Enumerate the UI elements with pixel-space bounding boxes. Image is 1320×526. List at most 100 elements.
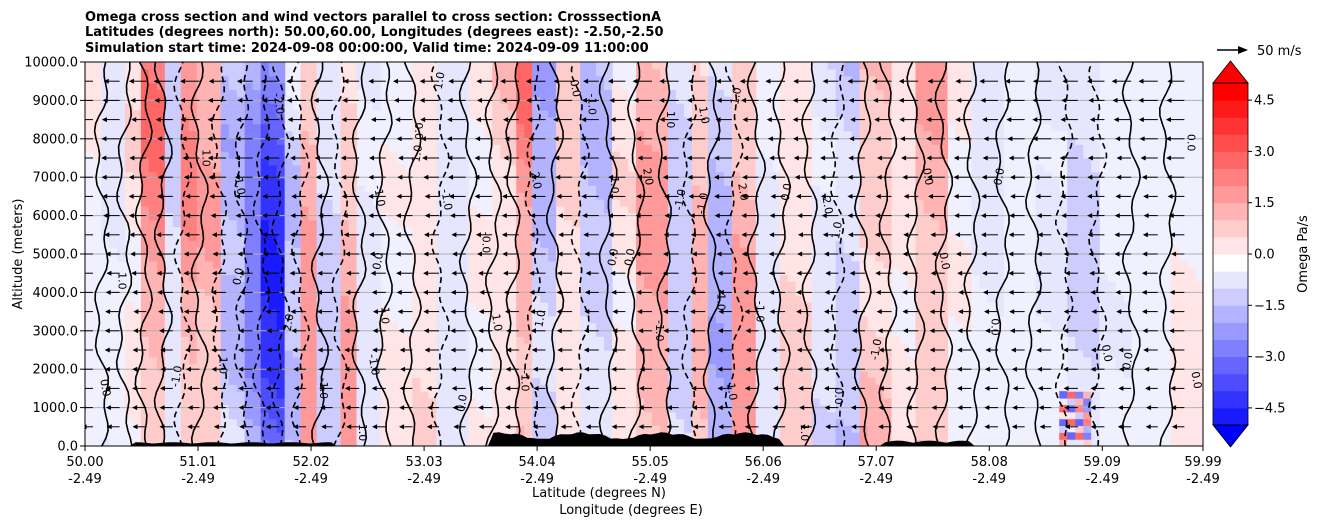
omega-cell [739,384,749,392]
omega-cell [636,185,645,193]
omega-cell [588,123,597,132]
omega-cell [308,254,318,262]
omega-cell [819,267,829,276]
omega-cell [747,123,757,132]
omega-cell [564,110,573,118]
omega-cell [420,164,429,173]
omega-cell [268,171,278,180]
omega-cell [436,418,445,427]
omega-cell [564,130,573,139]
omega-cell [492,308,501,317]
omega-cell [787,62,797,70]
omega-cell [236,199,246,207]
omega-cell [228,110,238,118]
omega-cell [396,164,406,173]
omega-cell [500,103,509,111]
omega-cell [492,274,501,283]
omega-cell [516,151,525,159]
omega-cell [212,185,222,193]
omega-cell [588,308,597,317]
omega-cell [500,240,509,248]
omega-cell [500,363,509,372]
omega-cell [204,68,214,77]
omega-cell [364,308,374,317]
omega-cell [364,336,374,344]
omega-cell [612,219,621,228]
omega-cell [596,219,605,228]
omega-cell [196,418,206,427]
omega-cell [228,322,238,331]
omega-cell [580,103,589,111]
omega-cell [620,247,629,255]
omega-cell [707,363,717,372]
omega-cell [747,130,757,139]
omega-cell [252,302,262,310]
omega-cell [628,377,637,385]
omega-cell [556,260,565,269]
omega-cell [244,206,254,214]
omega-cell [811,411,821,420]
omega-cell [843,247,853,255]
omega-cell [412,281,421,289]
omega-cell [196,171,206,180]
omega-cell [771,425,781,433]
omega-cell [188,116,198,125]
omega-cell [244,411,254,420]
omega-cell [444,226,453,235]
omega-cell [612,137,621,145]
omega-cell [540,110,549,118]
omega-cell [412,247,421,255]
omega-cell [412,425,421,433]
omega-cell [572,68,581,77]
omega-cell [779,254,789,262]
omega-cell [92,75,102,84]
omega-cell [644,219,653,228]
omega-cell [284,192,294,200]
omega-cell [364,343,374,351]
omega-cell [260,267,270,276]
omega-cell [476,267,485,276]
omega-cell [723,158,733,166]
omega-cell [316,103,326,111]
omega-cell [148,350,158,358]
omega-cell [428,137,437,145]
omega-cell [596,384,605,392]
omega-cell [444,370,453,379]
omega-cell [460,206,469,214]
omega-cell [92,62,102,70]
omega-cell [476,295,485,303]
omega-cell [707,267,717,276]
omega-cell [731,185,741,193]
omega-cell [180,343,190,351]
omega-cell [372,82,382,91]
omega-cell [651,116,661,125]
omega-cell [835,144,845,152]
omega-cell [540,315,549,324]
omega-cell [324,219,334,228]
omega-cell [484,308,493,317]
omega-cell [476,240,485,248]
omega-cell [644,254,653,262]
omega-cell [420,370,429,379]
omega-cell [731,308,741,317]
omega-cell [516,336,525,344]
omega-cell [596,281,605,289]
omega-cell [308,302,318,310]
omega-cell [827,322,837,331]
omega-cell [308,295,318,303]
omega-cell [132,199,142,207]
omega-cell [651,62,661,70]
omega-cell [771,226,781,235]
omega-cell [707,391,717,399]
omega-cell [755,158,765,166]
omega-cell [156,398,166,406]
omega-cell [675,212,685,221]
omega-cell [148,260,158,269]
omega-cell [188,391,198,399]
omega-cell [787,254,797,262]
omega-cell [644,281,653,289]
omega-cell [124,158,134,166]
omega-cell [180,363,190,372]
omega-cell [108,82,118,91]
omega-cell [755,247,765,255]
